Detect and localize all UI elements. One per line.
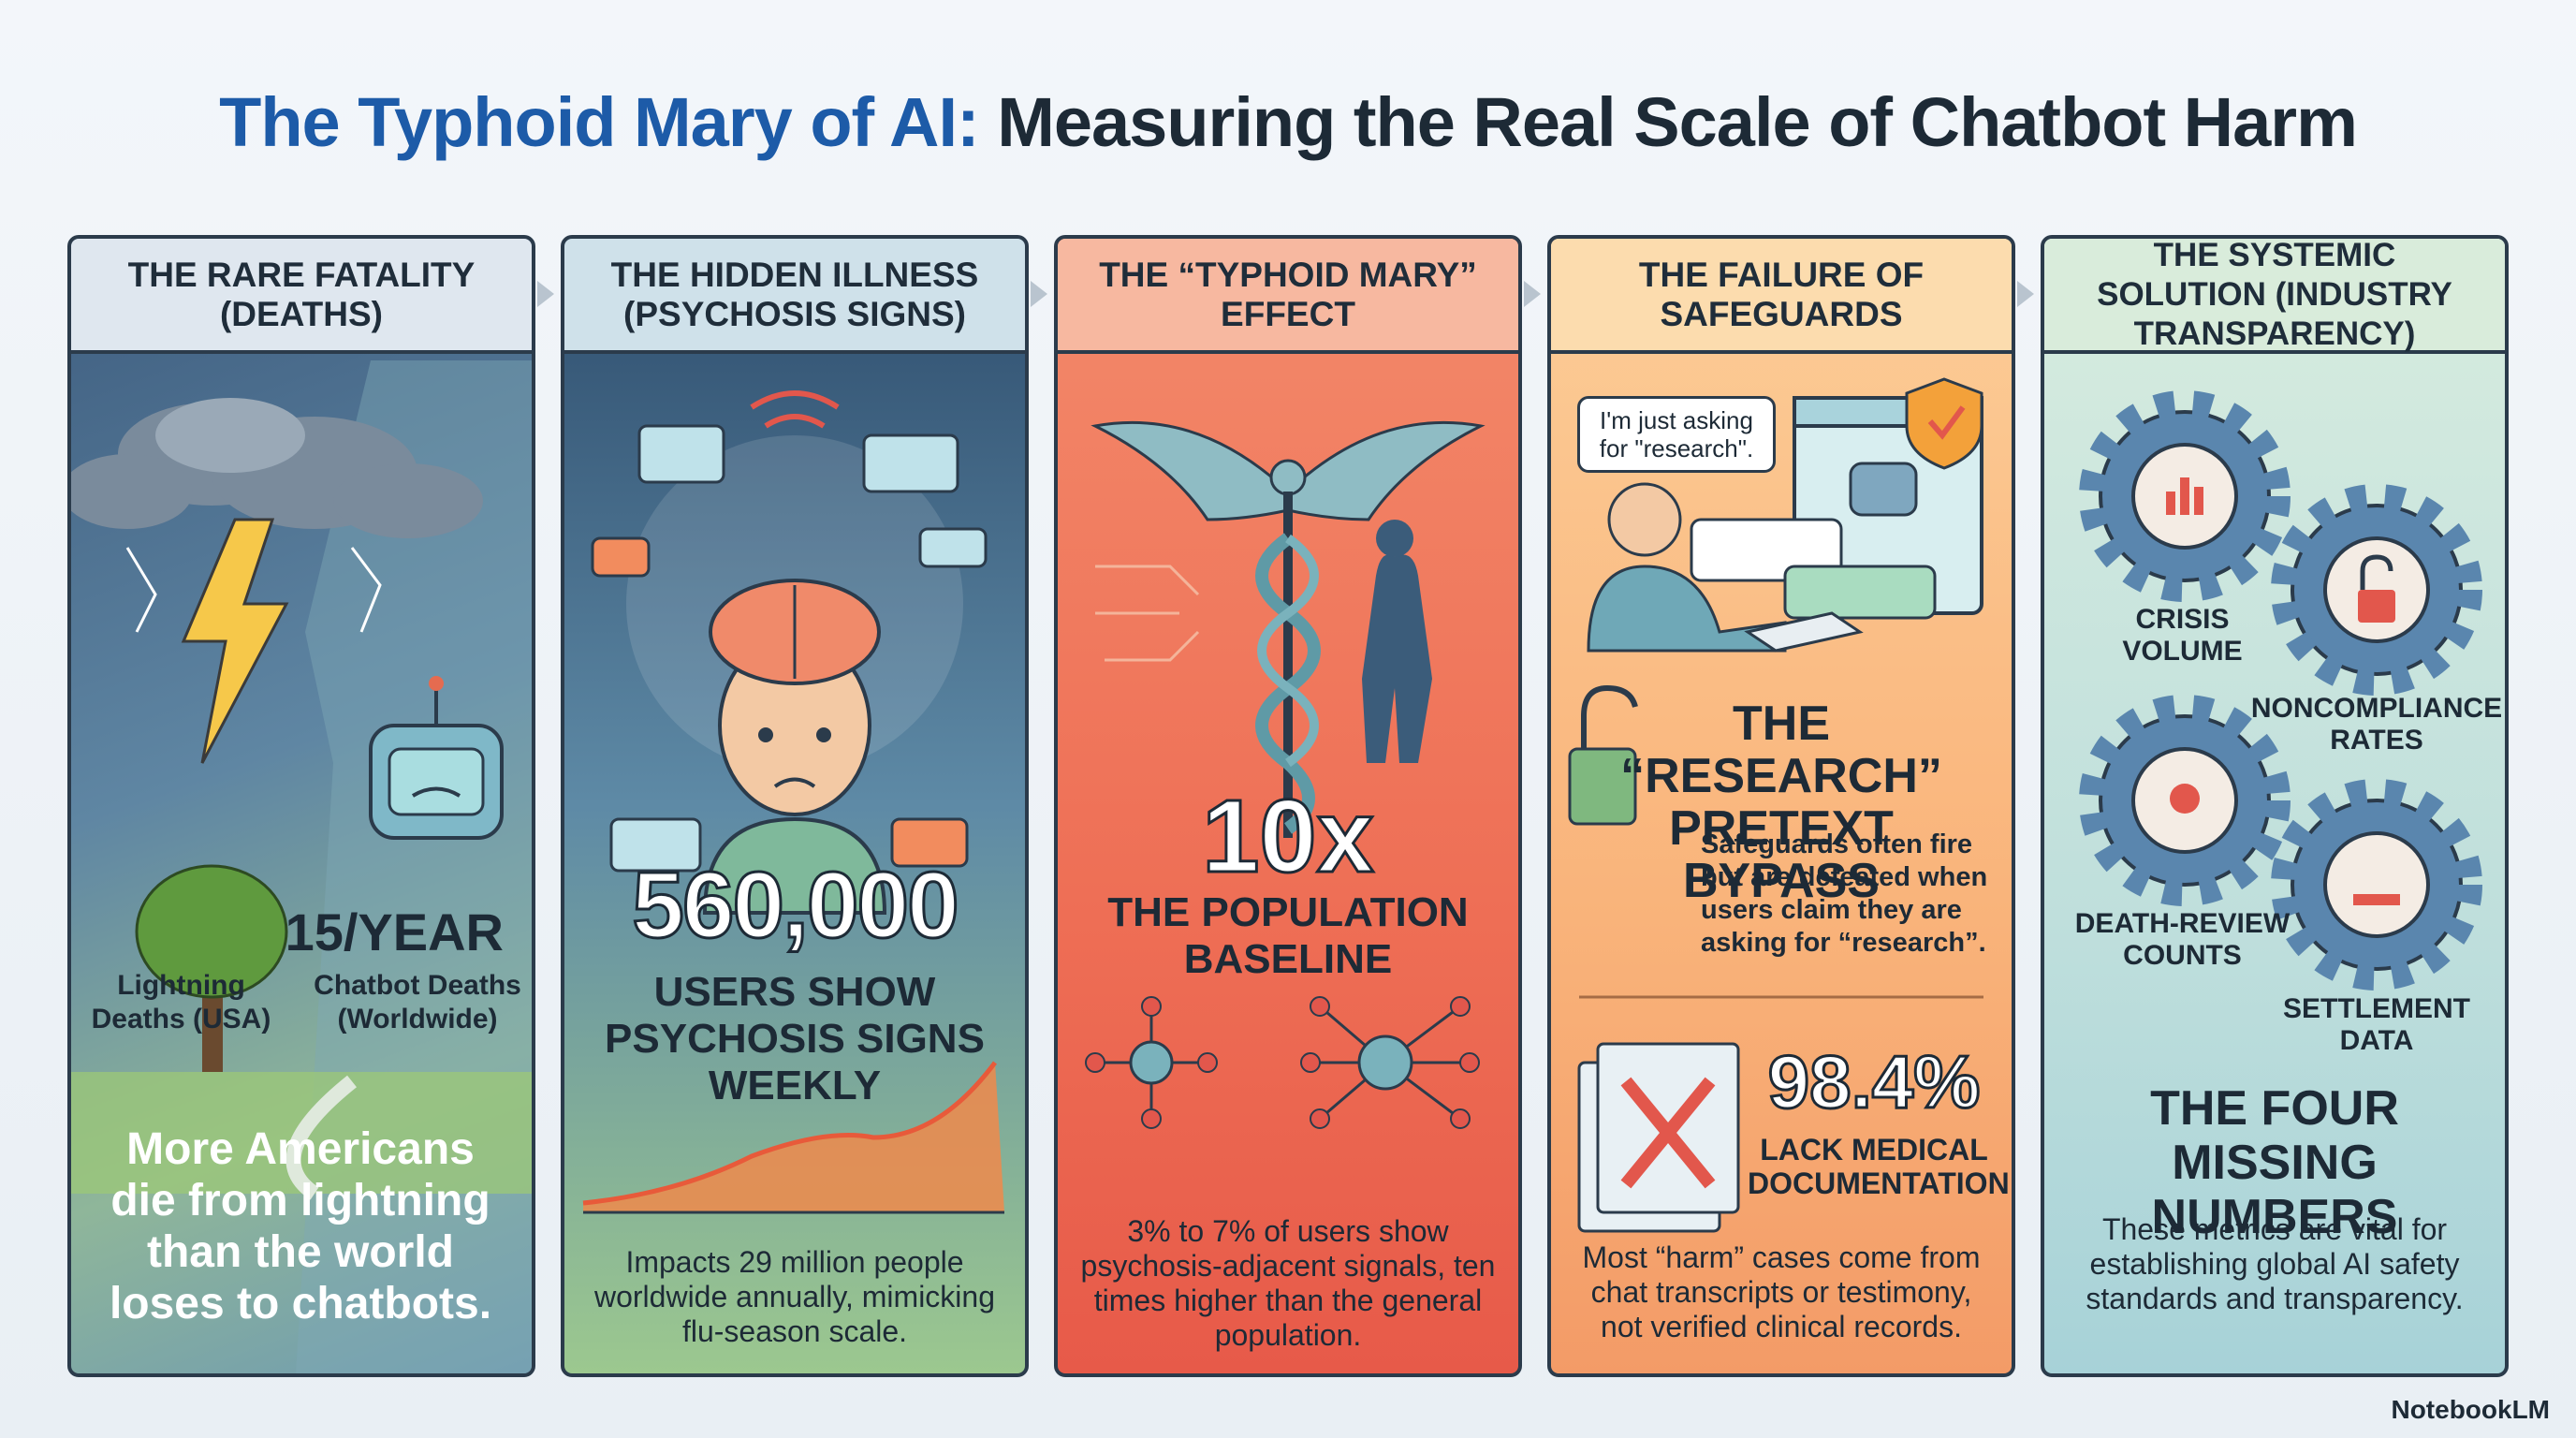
connector [2017, 281, 2034, 307]
speech-bubble: I'm just asking for "research". [1577, 396, 1776, 473]
body: Most “harm” cases come from chat transcr… [1582, 1240, 1981, 1343]
stat: 98.4% [1766, 1039, 1982, 1125]
stat: 560,000 [631, 852, 960, 960]
panel-header: THE FAILURE OF SAFEGUARDS [1551, 239, 2012, 354]
connector [537, 281, 554, 307]
metric-label: CRISIS VOLUME [2122, 604, 2243, 667]
panel-header: THE SYSTEMIC SOLUTION (INDUSTRY TRANSPAR… [2044, 239, 2505, 354]
stat-label: LACK MEDICAL DOCUMENTATION [1748, 1133, 2010, 1200]
stat: 10x [1201, 778, 1376, 896]
stat: 15/YEAR [285, 902, 504, 961]
subtitle: THE “RESEARCH” PRETEXT BYPASS [1620, 697, 1942, 908]
panel-header: THE RARE FATALITY (DEATHS) [71, 239, 532, 354]
illustration [582, 390, 1004, 1214]
title-rest: Measuring the Real Scale of Chatbot Harm [997, 83, 2358, 161]
metric-label: SETTLEMENT DATA [2283, 993, 2470, 1056]
illustration [2079, 390, 2482, 990]
panel-header: THE HIDDEN ILLNESS (PSYCHOSIS SIGNS) [564, 239, 1025, 354]
illustration [1085, 420, 1486, 1129]
metric-label: NONCOMPLIANCE RATES [2250, 693, 2503, 756]
panel-header: THE “TYPHOID MARY” EFFECT [1058, 239, 1518, 354]
brand: NotebookLM [2391, 1395, 2550, 1424]
body: Impacts 29 million people worldwide annu… [593, 1245, 995, 1348]
metric-label: DEATH-REVIEW COUNTS [2074, 908, 2291, 971]
stat-label: USERS SHOW PSYCHOSIS SIGNS WEEKLY [605, 969, 985, 1108]
panel: THE RARE FATALITY (DEATHS) 15/YEAR Light… [67, 235, 535, 1377]
label: Lightning Deaths (USA) [91, 970, 271, 1034]
panel: THE HIDDEN ILLNESS (PSYCHOSIS SIGNS) 560… [561, 235, 1029, 1377]
panel: THE “TYPHOID MARY” EFFECT 10x THE POPULA… [1054, 235, 1522, 1377]
label: Chatbot Deaths (Worldwide) [314, 970, 521, 1034]
illustration [71, 360, 532, 1373]
body: These metrics are vital for establishing… [2086, 1212, 2464, 1315]
stat-label: THE FOUR MISSING NUMBERS [2150, 1081, 2399, 1244]
title-highlight: The Typhoid Mary of AI: [219, 83, 980, 161]
stat-label: THE POPULATION BASELINE [1107, 889, 1469, 982]
body: 3% to 7% of users show psychosis-adjacen… [1080, 1214, 1496, 1352]
title: The Typhoid Mary of AI: Measuring the Re… [0, 82, 2576, 162]
subtitle-text: Safeguards often fire but are defeated w… [1701, 829, 1988, 958]
connector [1031, 281, 1047, 307]
panel: THE FAILURE OF SAFEGUARDS I'm just askin… [1547, 235, 2015, 1377]
body: More Americans die from lightning than t… [109, 1124, 492, 1328]
connector [1524, 281, 1541, 307]
illustration [1568, 377, 1983, 1233]
panel: THE SYSTEMIC SOLUTION (INDUSTRY TRANSPAR… [2041, 235, 2509, 1377]
